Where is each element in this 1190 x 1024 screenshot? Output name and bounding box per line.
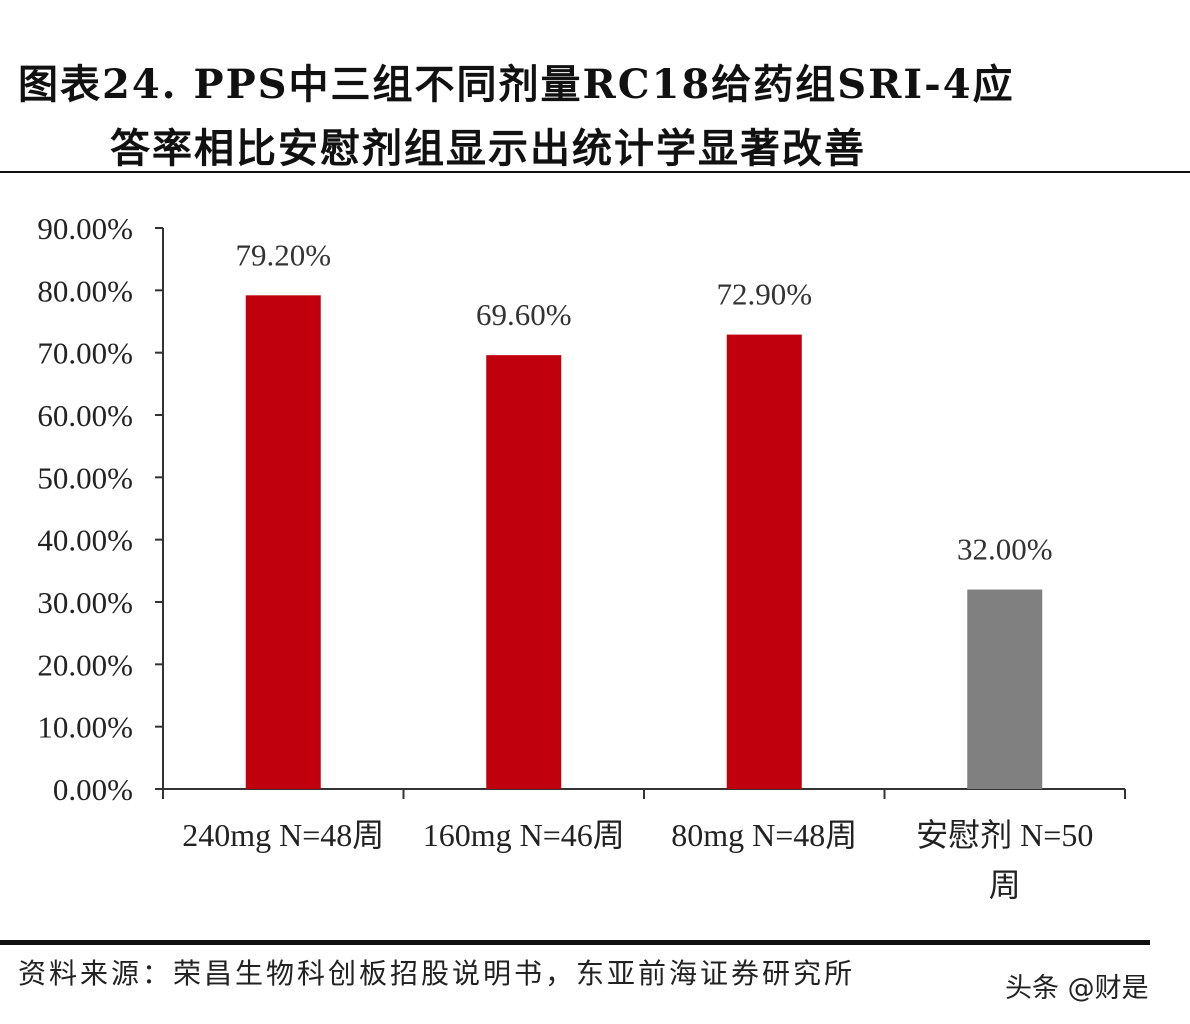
title-divider bbox=[0, 171, 1190, 173]
y-tick-label: 50.00% bbox=[37, 460, 133, 495]
y-tick-label: 90.00% bbox=[37, 211, 133, 246]
x-tick-label: 160mg N=46周 bbox=[423, 817, 625, 853]
data-label: 69.60% bbox=[476, 297, 572, 332]
data-label: 72.90% bbox=[716, 277, 812, 312]
data-label: 79.20% bbox=[235, 237, 331, 272]
y-tick-label: 30.00% bbox=[37, 585, 133, 620]
bar bbox=[967, 589, 1043, 789]
x-tick-label: 周 bbox=[989, 867, 1021, 903]
source-divider bbox=[0, 940, 1150, 945]
y-tick-label: 40.00% bbox=[37, 523, 133, 558]
x-tick-label: 240mg N=48周 bbox=[182, 817, 384, 853]
bar bbox=[726, 334, 802, 789]
y-tick-label: 10.00% bbox=[37, 710, 133, 745]
chart-title-line-1: 图表24. PPS中三组不同剂量RC18给药组SRI-4应 bbox=[18, 61, 1015, 108]
bar bbox=[486, 355, 562, 789]
bar bbox=[245, 295, 321, 789]
data-label: 32.00% bbox=[957, 532, 1053, 567]
y-tick-label: 80.00% bbox=[37, 273, 133, 308]
y-tick-label: 70.00% bbox=[37, 336, 133, 371]
y-tick-label: 20.00% bbox=[37, 647, 133, 682]
watermark: 头条 @财是 bbox=[1005, 973, 1149, 1004]
bar-chart: 0.00% 10.00% 20.00% 30.00% 40.00% 50.00% 60.00… bbox=[37, 211, 1126, 903]
chart-title-line-2: 答率相比安慰剂组显示出统计学显著改善 bbox=[110, 125, 866, 172]
y-tick-label: 0.00% bbox=[53, 772, 133, 807]
source-note: 资料来源：荣昌生物科创板招股说明书，东亚前海证券研究所 bbox=[18, 957, 856, 990]
x-tick-label: 80mg N=48周 bbox=[671, 817, 857, 853]
x-tick-label: 安慰剂 N=50 bbox=[916, 817, 1093, 853]
y-tick-label: 60.00% bbox=[37, 398, 133, 433]
